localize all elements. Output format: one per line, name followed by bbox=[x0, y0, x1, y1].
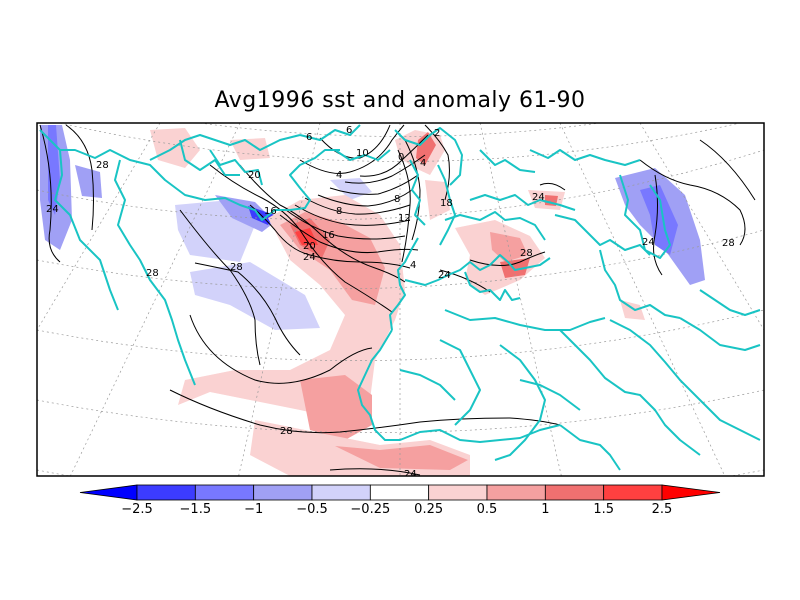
contour-label: 10 bbox=[356, 148, 369, 159]
contour-label: 24 bbox=[642, 237, 655, 248]
colorbar-tick-label: 2.5 bbox=[651, 502, 673, 517]
contour-label: 28 bbox=[520, 248, 533, 259]
map-plot-area: 6 6 10 0 4 2 4 8 8 12 16 16 18 20 20 4 2… bbox=[37, 123, 764, 480]
contour-label: 20 bbox=[248, 170, 261, 181]
contour-label: 8 bbox=[336, 206, 342, 217]
contour-label: 4 bbox=[336, 170, 342, 181]
contour-label: 16 bbox=[264, 206, 277, 217]
contour-label: 20 bbox=[303, 241, 316, 252]
contour-labels: 6 6 10 0 4 2 4 8 8 12 16 16 18 20 20 4 2… bbox=[46, 125, 735, 480]
contour-label: 28 bbox=[230, 262, 243, 273]
colorbar-tick-label: 1.5 bbox=[593, 502, 614, 517]
contour-label: 24 bbox=[438, 270, 451, 281]
colorbar-arrow-min bbox=[79, 484, 138, 501]
colorbar bbox=[79, 484, 721, 501]
colorbar-segment bbox=[194, 484, 255, 501]
contour-label: 28 bbox=[722, 238, 735, 249]
contour-label: 18 bbox=[440, 198, 453, 209]
colorbar-tick-label: −1 bbox=[244, 502, 264, 517]
colorbar-tick-label: 0.25 bbox=[414, 502, 444, 517]
contour-label: 0 bbox=[398, 152, 404, 163]
colorbar-segment bbox=[253, 484, 313, 501]
coastlines bbox=[39, 124, 761, 471]
colorbar-tick-label: −2.5 bbox=[121, 502, 153, 517]
contour-label: 8 bbox=[394, 194, 400, 205]
map-title: Avg1996 sst and anomaly 61-90 bbox=[214, 88, 586, 113]
contour-label: 28 bbox=[96, 160, 109, 171]
colorbar-segment bbox=[544, 484, 605, 501]
colorbar-segment bbox=[603, 484, 663, 501]
contour-label: 24 bbox=[46, 204, 59, 215]
colorbar-segment bbox=[136, 484, 196, 501]
sst-contours bbox=[39, 124, 756, 476]
contour-label: 6 bbox=[346, 125, 352, 136]
colorbar-segment bbox=[369, 484, 430, 501]
contour-label: 2 bbox=[434, 128, 440, 139]
colorbar-tick-label: −1.5 bbox=[179, 502, 212, 517]
colorbar-tick-label: 0.5 bbox=[476, 502, 498, 517]
contour-label: 4 bbox=[410, 260, 416, 271]
colorbar-arrow-max bbox=[661, 484, 721, 501]
colorbar-tick-label: −0.25 bbox=[350, 502, 391, 517]
colorbar-tick-label: 1 bbox=[541, 502, 550, 517]
contour-label: 4 bbox=[420, 158, 426, 169]
colorbar-segment bbox=[311, 484, 371, 501]
contour-label: 24 bbox=[303, 252, 316, 263]
map-frame bbox=[36, 122, 765, 477]
colorbar-segment bbox=[428, 484, 488, 501]
contour-label: 28 bbox=[280, 426, 293, 437]
contour-label: 24 bbox=[532, 192, 545, 203]
contour-label: 6 bbox=[306, 132, 312, 143]
contour-label: 12 bbox=[398, 213, 411, 224]
colorbar-segment bbox=[486, 484, 546, 501]
contour-label: 24 bbox=[404, 469, 417, 480]
colorbar-tick-label: −0.5 bbox=[296, 502, 328, 517]
contour-label: 28 bbox=[146, 268, 159, 279]
contour-label: 16 bbox=[322, 230, 335, 241]
